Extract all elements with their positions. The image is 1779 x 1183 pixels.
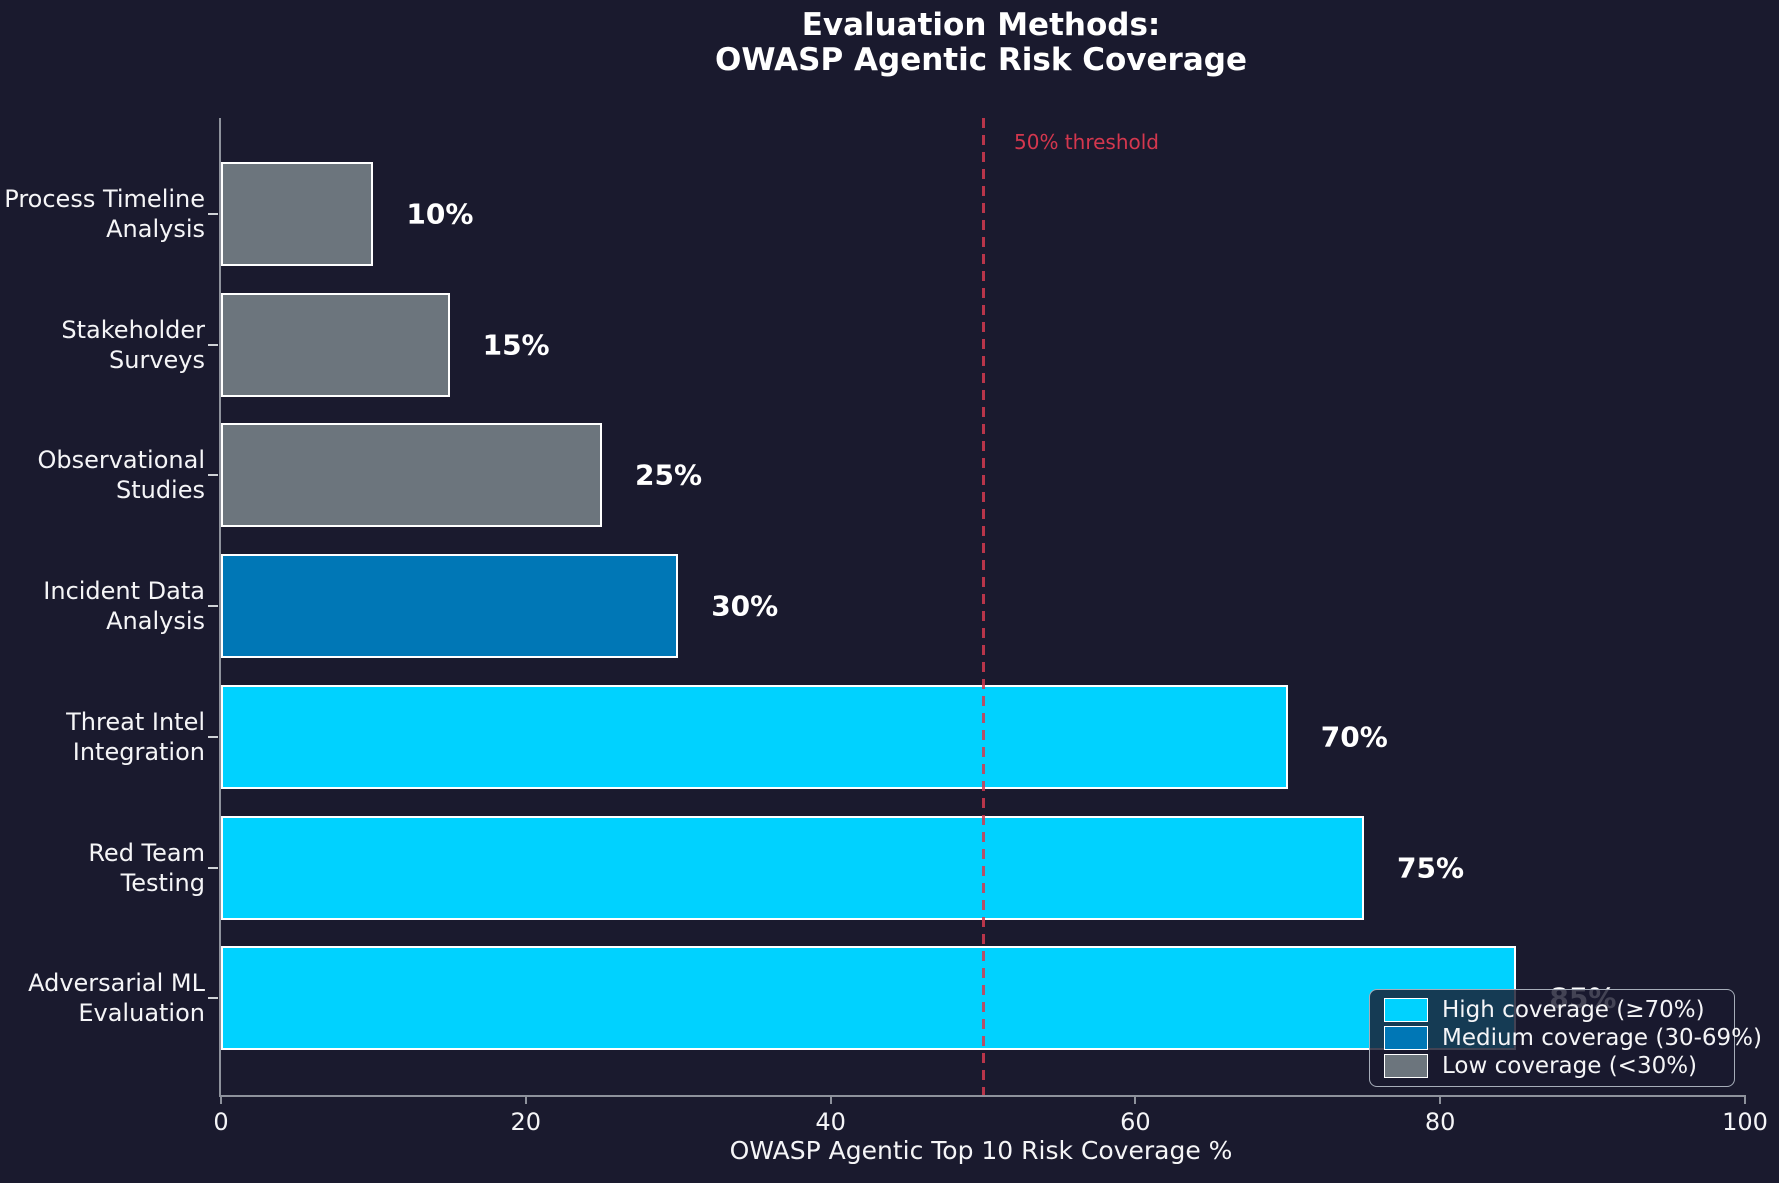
bar-value-label: 70%: [1320, 720, 1388, 754]
legend-row: High coverage (≥70%): [1384, 998, 1720, 1022]
y-axis-tick: [208, 343, 218, 346]
bar-value-label: 10%: [406, 197, 474, 231]
x-axis-tick: [1134, 1095, 1137, 1104]
plot-area: 50% threshold High coverage (≥70%) Medium…: [4, 118, 1768, 1136]
x-axis-tick-label: 20: [510, 1108, 542, 1136]
bar-5: [221, 684, 1288, 789]
legend-row: Medium coverage (30-69%): [1384, 1026, 1762, 1050]
bar-value-label: 15%: [482, 328, 550, 362]
bar-4: [221, 554, 679, 659]
x-axis-label: OWASP Agentic Top 10 Risk Coverage %: [729, 1136, 1233, 1165]
legend: High coverage (≥70%) Medium coverage (30-…: [1369, 989, 1762, 1087]
x-axis-tick-label: 100: [1722, 1108, 1768, 1136]
bar-6: [221, 815, 1364, 920]
category-label: Process Timeline Analysis: [4, 185, 205, 243]
legend-label: High coverage (≥70%): [1442, 996, 1705, 1023]
y-axis-tick: [208, 866, 218, 869]
x-axis-tick-label: 0: [213, 1108, 229, 1136]
y-axis-tick: [208, 213, 218, 215]
x-axis-tick: [220, 1095, 222, 1104]
legend-label: Low coverage (<30%): [1442, 1052, 1698, 1079]
x-axis-tick: [1439, 1095, 1442, 1104]
x-axis-tick-label: 40: [815, 1108, 846, 1136]
chart-title: Evaluation Methods: OWASP Agentic Risk C…: [715, 7, 1247, 78]
threshold-label: 50% threshold: [1014, 130, 1159, 154]
x-axis-tick: [1744, 1095, 1746, 1104]
category-label: Observational Studies: [37, 446, 205, 505]
legend-swatch-icon: [1384, 1026, 1428, 1050]
legend-row: Low coverage (<30%): [1384, 1054, 1720, 1078]
legend-label: Medium coverage (30-69%): [1442, 1024, 1763, 1051]
y-axis-tick: [208, 474, 218, 477]
y-axis-tick: [208, 605, 218, 608]
bar-3: [221, 423, 602, 528]
bar-value-label: 30%: [711, 589, 779, 623]
category-label: Incident Data Analysis: [43, 577, 205, 636]
bar-value-label: 25%: [635, 458, 703, 492]
category-label: Stakeholder Surveys: [61, 315, 205, 374]
legend-swatch-icon: [1384, 1054, 1428, 1078]
y-axis-tick: [208, 735, 218, 738]
legend-swatch-icon: [1384, 998, 1428, 1022]
bar-2: [221, 292, 450, 397]
bar-7: [221, 946, 1517, 1051]
x-axis-tick: [829, 1095, 832, 1104]
x-axis-tick-label: 60: [1120, 1108, 1151, 1136]
category-label: Adversarial ML Evaluation: [28, 969, 205, 1028]
y-axis-tick: [208, 997, 218, 1000]
x-axis-tick: [524, 1095, 527, 1104]
threshold-line: [982, 118, 985, 1095]
category-label: Red Team Testing: [88, 838, 205, 897]
category-label: Threat Intel Integration: [66, 707, 205, 766]
x-axis-tick-label: 80: [1424, 1108, 1456, 1136]
bar-1: [221, 162, 374, 266]
bar-value-label: 75%: [1397, 851, 1465, 884]
